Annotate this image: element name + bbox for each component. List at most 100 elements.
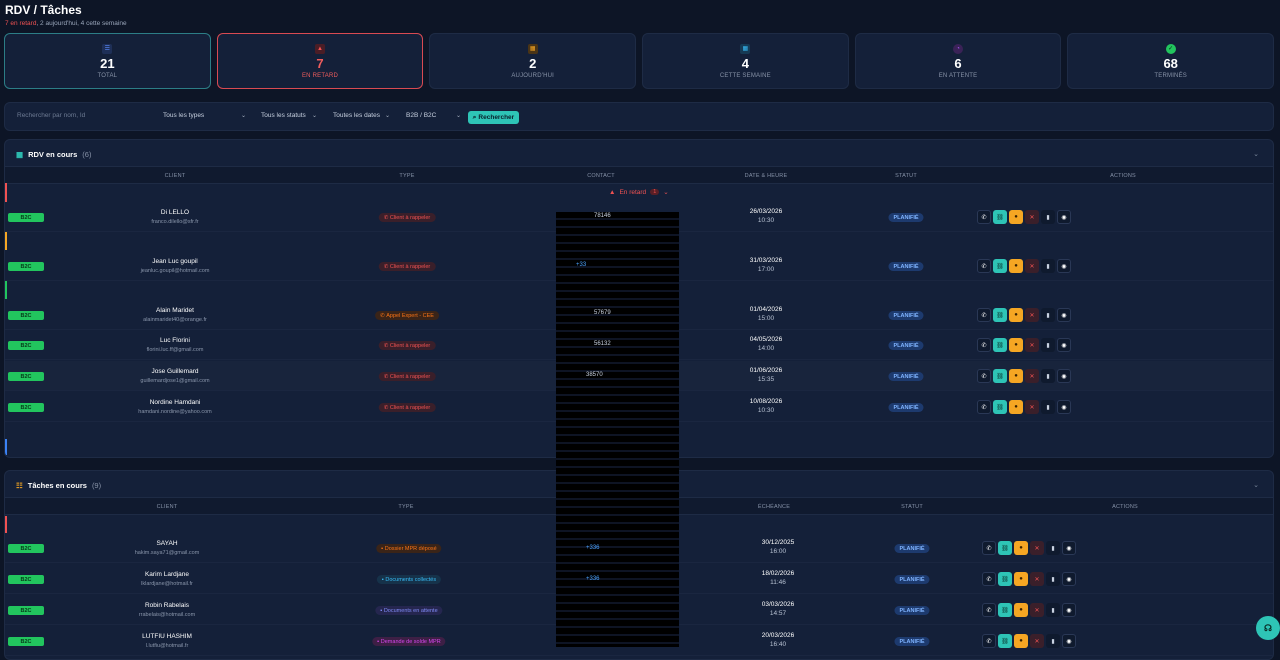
table-row[interactable]: B2C SAYAH hakim.saya71@gmail.com ▪ Dossie… (5, 533, 1273, 563)
delete-button[interactable]: ▮ (1041, 338, 1055, 352)
type-label: Appel Expert - CEE (386, 312, 434, 319)
contact-value[interactable]: +336 (586, 576, 600, 582)
assign-button[interactable]: ● (1009, 308, 1023, 322)
contact-value[interactable]: 56132 (594, 341, 611, 347)
cancel-button[interactable]: ✕ (1030, 572, 1044, 586)
stat-label: CETTE SEMAINE (719, 72, 771, 79)
delete-button[interactable]: ▮ (1046, 541, 1060, 555)
client-name: Nordine Hamdani (149, 399, 201, 406)
cancel-button[interactable]: ✕ (1025, 369, 1039, 383)
date-cell: 01/06/2026 15:35 (750, 367, 783, 383)
assign-button[interactable]: ● (1014, 572, 1028, 586)
call-button[interactable]: ✆ (982, 541, 996, 555)
contact-value[interactable]: +336 (586, 545, 600, 551)
search-input[interactable]: Rechercher par nom, Id (17, 112, 86, 119)
assign-button[interactable]: ● (1009, 210, 1023, 224)
collapse-chevron-icon[interactable]: ⌄ (1253, 482, 1259, 489)
call-button[interactable]: ✆ (977, 259, 991, 273)
help-chat-button[interactable]: ☊ (1256, 616, 1280, 640)
row-actions: ✆ ⛓ ● ✕ ▮ ◉ (977, 338, 1071, 352)
assign-button[interactable]: ● (1009, 338, 1023, 352)
segment-select[interactable]: B2B / B2C (406, 112, 437, 119)
headset-icon: ☊ (1264, 622, 1272, 633)
view-button[interactable]: ◉ (1057, 369, 1071, 383)
collapse-chevron-icon[interactable]: ⌄ (1253, 151, 1259, 158)
delete-button[interactable]: ▮ (1041, 400, 1055, 414)
assign-button[interactable]: ● (1009, 369, 1023, 383)
view-button[interactable]: ◉ (1062, 634, 1076, 648)
call-button[interactable]: ✆ (982, 572, 996, 586)
call-button[interactable]: ✆ (982, 603, 996, 617)
cancel-button[interactable]: ✕ (1030, 541, 1044, 555)
cancel-button[interactable]: ✕ (1025, 400, 1039, 414)
delete-button[interactable]: ▮ (1041, 369, 1055, 383)
view-button[interactable]: ◉ (1057, 308, 1071, 322)
link-button[interactable]: ⛓ (993, 338, 1007, 352)
contact-value[interactable]: +33 (576, 262, 587, 268)
calendar-week-icon: ▦ (740, 43, 751, 54)
client-email: hamdani.nordine@yahoo.com (138, 409, 212, 415)
call-button[interactable]: ✆ (977, 338, 991, 352)
contact-value[interactable]: 38570 (586, 372, 603, 378)
search-button[interactable]: ⌕ Rechercher (468, 111, 519, 124)
view-button[interactable]: ◉ (1062, 572, 1076, 586)
stat-card-today[interactable]: ▦ 2 AUJOURD'HUI (429, 33, 637, 89)
assign-button[interactable]: ● (1009, 259, 1023, 273)
link-button[interactable]: ⛓ (998, 603, 1012, 617)
call-button[interactable]: ✆ (977, 400, 991, 414)
contact-value[interactable]: 57679 (594, 310, 611, 316)
date-value: 01/04/2026 (749, 306, 783, 313)
link-button[interactable]: ⛓ (993, 308, 1007, 322)
view-button[interactable]: ◉ (1062, 541, 1076, 555)
calendar-today-icon: ▦ (527, 43, 538, 54)
link-button[interactable]: ⛓ (998, 572, 1012, 586)
link-button[interactable]: ⛓ (993, 369, 1007, 383)
delete-button[interactable]: ▮ (1046, 603, 1060, 617)
assign-button[interactable]: ● (1014, 634, 1028, 648)
link-button[interactable]: ⛓ (993, 400, 1007, 414)
stat-card-late[interactable]: ▲ 7 EN RETARD (216, 33, 424, 89)
delete-button[interactable]: ▮ (1041, 259, 1055, 273)
link-button[interactable]: ⛓ (993, 259, 1007, 273)
chevron-down-icon: ⌄ (385, 113, 391, 119)
cancel-button[interactable]: ✕ (1025, 259, 1039, 273)
delete-button[interactable]: ▮ (1041, 210, 1055, 224)
group-header-late[interactable]: ▲ En retard 1 ⌄ (609, 188, 669, 197)
cancel-button[interactable]: ✕ (1025, 210, 1039, 224)
client-email: guillemardjose1@gmail.com (140, 378, 210, 384)
stat-card-waiting[interactable]: ◔ 6 EN ATTENTE (854, 33, 1062, 89)
cancel-button[interactable]: ✕ (1025, 308, 1039, 322)
stat-label: EN ATTENTE (938, 72, 978, 79)
type-select[interactable]: Tous les types (163, 112, 205, 119)
assign-button[interactable]: ● (1009, 400, 1023, 414)
stat-card-week[interactable]: ▦ 4 CETTE SEMAINE (642, 33, 849, 89)
assign-button[interactable]: ● (1014, 603, 1028, 617)
assign-button[interactable]: ● (1014, 541, 1028, 555)
cancel-button[interactable]: ✕ (1030, 603, 1044, 617)
call-button[interactable]: ✆ (977, 369, 991, 383)
view-button[interactable]: ◉ (1062, 603, 1076, 617)
stat-card-total[interactable]: ☰ 21 TOTAL (4, 33, 211, 89)
cancel-button[interactable]: ✕ (1030, 634, 1044, 648)
call-button[interactable]: ✆ (977, 210, 991, 224)
call-button[interactable]: ✆ (982, 634, 996, 648)
delete-button[interactable]: ▮ (1041, 308, 1055, 322)
link-button[interactable]: ⛓ (993, 210, 1007, 224)
delete-button[interactable]: ▮ (1046, 634, 1060, 648)
view-button[interactable]: ◉ (1057, 400, 1071, 414)
link-button[interactable]: ⛓ (998, 541, 1012, 555)
view-button[interactable]: ◉ (1057, 338, 1071, 352)
date-value: 20/03/2026 (761, 632, 795, 639)
chevron-down-icon: ⌄ (456, 113, 462, 119)
stat-card-done[interactable]: ✓ 68 TERMINÉS (1067, 33, 1275, 89)
date-select[interactable]: Toutes les dates (333, 112, 380, 119)
view-button[interactable]: ◉ (1057, 259, 1071, 273)
status-select[interactable]: Tous les statuts (261, 112, 306, 119)
view-button[interactable]: ◉ (1057, 210, 1071, 224)
stat-value: 2 (529, 55, 537, 71)
contact-value[interactable]: 78146 (594, 213, 611, 219)
call-button[interactable]: ✆ (977, 308, 991, 322)
cancel-button[interactable]: ✕ (1025, 338, 1039, 352)
delete-button[interactable]: ▮ (1046, 572, 1060, 586)
link-button[interactable]: ⛓ (998, 634, 1012, 648)
